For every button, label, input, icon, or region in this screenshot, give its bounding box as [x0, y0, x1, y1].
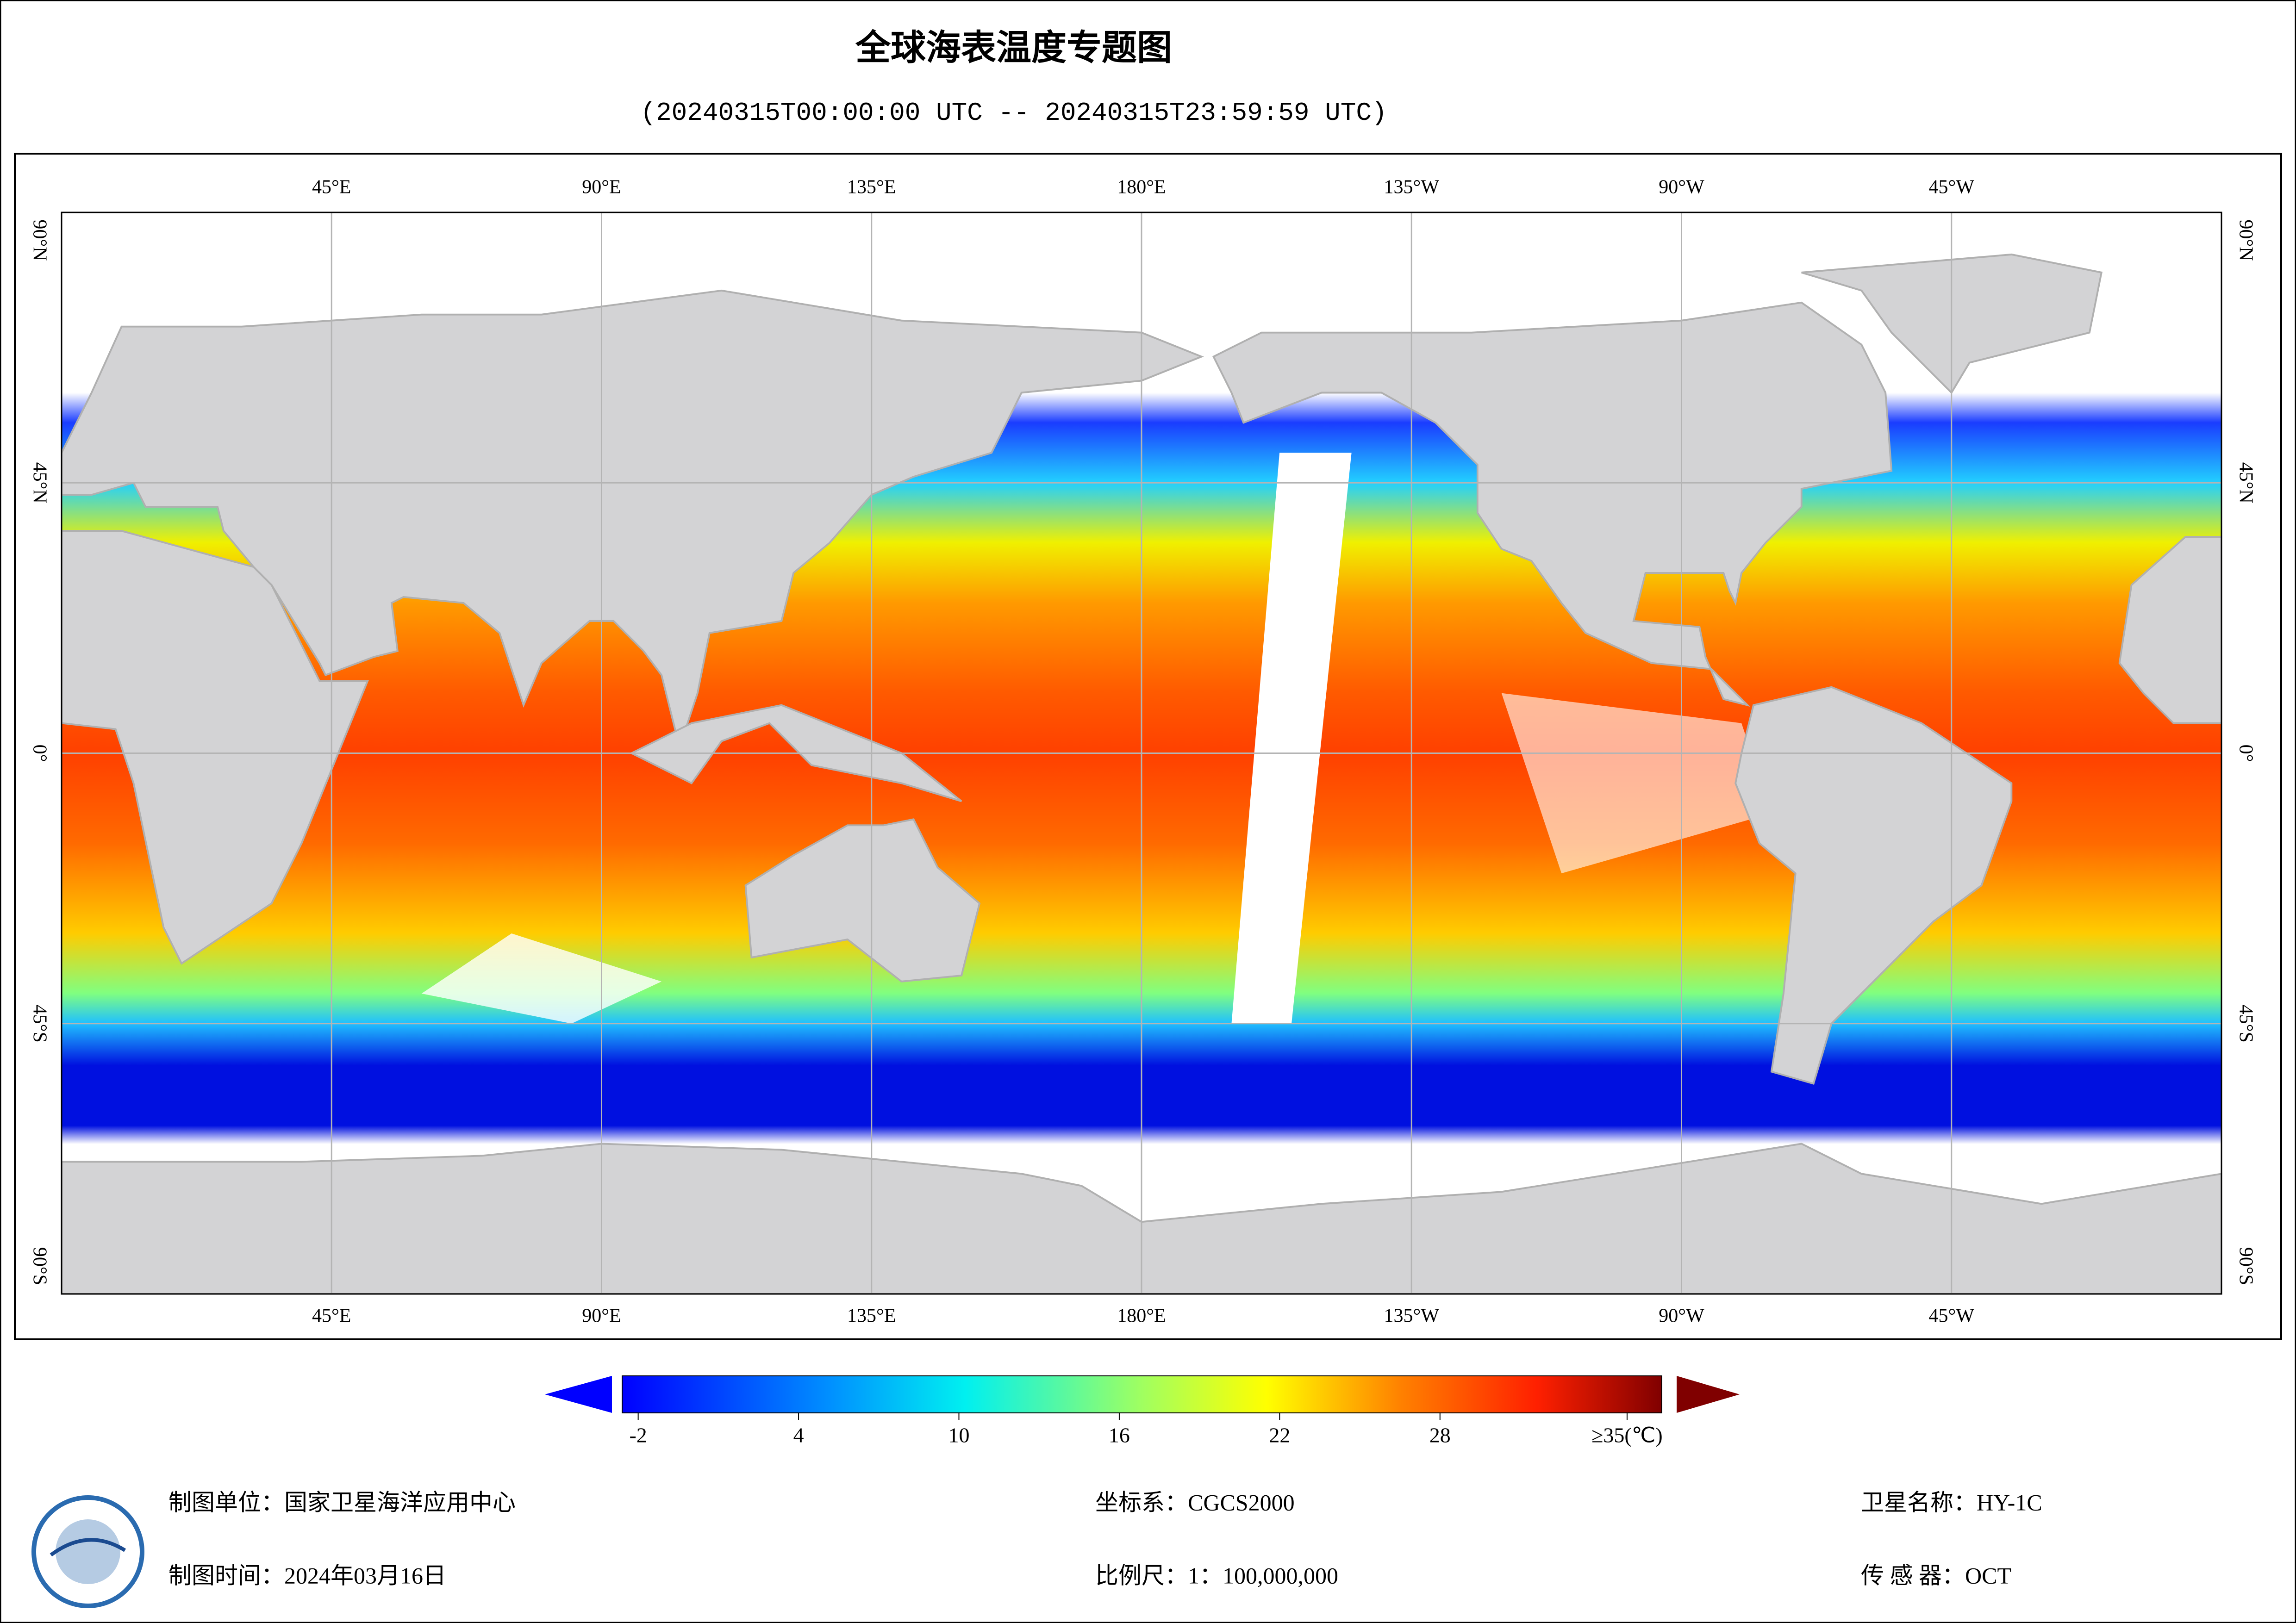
lat-label: 45°N: [29, 462, 50, 504]
lon-label: 135°E: [847, 1306, 896, 1327]
footer-sensor: 传 感 器：OCT: [1861, 1562, 2011, 1588]
footer-time: 制图时间：2024年03月16日: [168, 1562, 446, 1588]
lon-label: 45°E: [312, 1306, 351, 1327]
colorbar-label: 28: [1429, 1424, 1451, 1447]
footer-unit: 制图单位：国家卫星海洋应用中心: [168, 1489, 516, 1515]
colorbar-label: -2: [629, 1424, 647, 1447]
lat-label: 0°: [2235, 745, 2256, 762]
lat-label: 45°N: [2235, 462, 2256, 504]
colorbar-ticks: -2 4 10 16 22 28 ≥35(℃): [629, 1413, 1663, 1447]
lon-label: 135°E: [847, 177, 896, 198]
lat-label: 0°: [29, 745, 50, 762]
map-frame: [14, 153, 2282, 1340]
colorbar: [622, 1375, 1662, 1413]
lat-label: 45°S: [2235, 1005, 2256, 1043]
lat-label: 90°S: [2235, 1247, 2256, 1285]
lat-label: 90°N: [2235, 219, 2256, 261]
colorbar-label: 4: [793, 1424, 804, 1447]
lat-label: 90°S: [29, 1247, 50, 1285]
map-subtitle: (20240315T00:00:00 UTC -- 20240315T23:59…: [640, 98, 1387, 128]
lon-label: 90°E: [582, 177, 621, 198]
colorbar-label: 22: [1269, 1424, 1290, 1447]
colorbar-label: 16: [1109, 1424, 1130, 1447]
footer-crs: 坐标系：CGCS2000: [1095, 1489, 1295, 1515]
colorbar-label: 10: [948, 1424, 969, 1447]
map-title: 全球海表温度专题图: [855, 27, 1172, 68]
colorbar-over: [1677, 1376, 1740, 1413]
lon-label: 180°E: [1117, 1306, 1166, 1327]
map-border: [61, 211, 2222, 1295]
lon-label: 90°W: [1659, 1306, 1704, 1327]
lon-label: 45°W: [1929, 177, 1975, 198]
lat-label: 90°N: [29, 219, 50, 261]
lon-label: 90°E: [582, 1306, 621, 1327]
lon-label: 45°E: [312, 177, 351, 198]
lon-label: 180°E: [1117, 177, 1166, 198]
lat-label: 45°S: [29, 1005, 50, 1043]
colorbar-under: [545, 1376, 612, 1413]
lon-label: 135°W: [1384, 177, 1440, 198]
colorbar-label: ≥35(℃): [1591, 1424, 1663, 1447]
lon-label: 135°W: [1384, 1306, 1440, 1327]
lon-label: 90°W: [1659, 177, 1704, 198]
lon-label: 45°W: [1929, 1306, 1975, 1327]
footer-scale: 比例尺：1：100,000,000: [1095, 1562, 1338, 1588]
footer-satellite: 卫星名称：HY-1C: [1861, 1489, 2042, 1515]
cloud-gap: [1501, 693, 1772, 874]
data-gap: [1231, 453, 1352, 1024]
logo: [31, 1495, 144, 1608]
